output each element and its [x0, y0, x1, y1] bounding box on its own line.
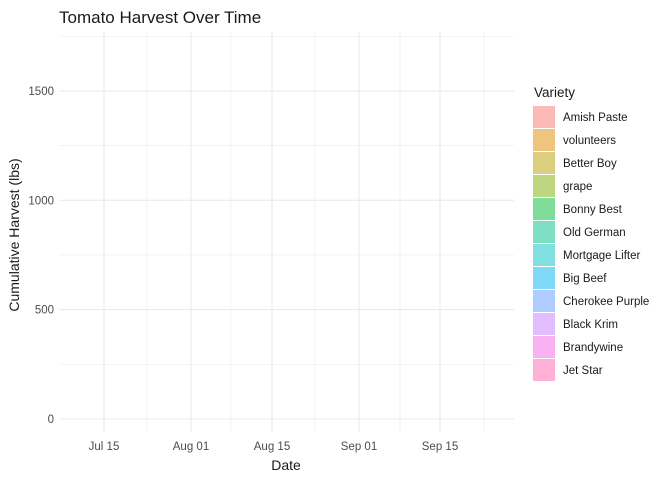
- y-tick-label: 0: [48, 414, 54, 426]
- legend-swatch: [533, 175, 555, 197]
- legend-label: Big Beef: [563, 273, 607, 285]
- legend-title: Variety: [534, 85, 575, 100]
- y-axis-title: Cumulative Harvest (lbs): [6, 158, 22, 311]
- legend-label: Amish Paste: [563, 112, 628, 124]
- legend-label: Jet Star: [563, 365, 603, 377]
- legend-label: Bonny Best: [563, 204, 623, 216]
- legend-label: Cherokee Purple: [563, 296, 649, 308]
- x-tick-label: Sep 15: [422, 441, 458, 453]
- legend-label: Black Krim: [563, 319, 618, 331]
- legend-swatch: [533, 313, 555, 335]
- legend-swatch: [533, 152, 555, 174]
- legend-label: Mortgage Lifter: [563, 250, 641, 262]
- grid: [59, 32, 514, 432]
- legend-swatch: [533, 267, 555, 289]
- legend-label: Better Boy: [563, 158, 617, 170]
- legend-label: volunteers: [563, 135, 616, 147]
- x-tick-label: Sep 01: [341, 441, 377, 453]
- legend-swatch: [533, 336, 555, 358]
- x-tick-label: Aug 15: [254, 441, 290, 453]
- x-axis: Jul 15 Aug 01 Aug 15 Sep 01 Sep 15: [89, 441, 459, 453]
- legend-label: Brandywine: [563, 342, 623, 354]
- legend-label: Old German: [563, 227, 626, 239]
- legend-swatch: [533, 290, 555, 312]
- x-tick-label: Jul 15: [89, 441, 120, 453]
- x-tick-label: Aug 01: [173, 441, 209, 453]
- legend-swatch: [533, 198, 555, 220]
- y-axis: 0 500 1000 1500: [28, 86, 54, 426]
- legend-swatch: [533, 221, 555, 243]
- legend-swatch: [533, 359, 555, 381]
- legend-swatch: [533, 129, 555, 151]
- legend: Variety Amish Paste volunteers Better Boy g…: [533, 85, 649, 381]
- legend-swatch: [533, 106, 555, 128]
- x-axis-title: Date: [271, 457, 301, 473]
- y-tick-label: 1500: [28, 86, 54, 98]
- legend-label: grape: [563, 181, 592, 193]
- legend-swatch: [533, 244, 555, 266]
- y-tick-label: 1000: [28, 195, 54, 207]
- chart-title: Tomato Harvest Over Time: [59, 8, 261, 27]
- y-tick-label: 500: [35, 305, 54, 317]
